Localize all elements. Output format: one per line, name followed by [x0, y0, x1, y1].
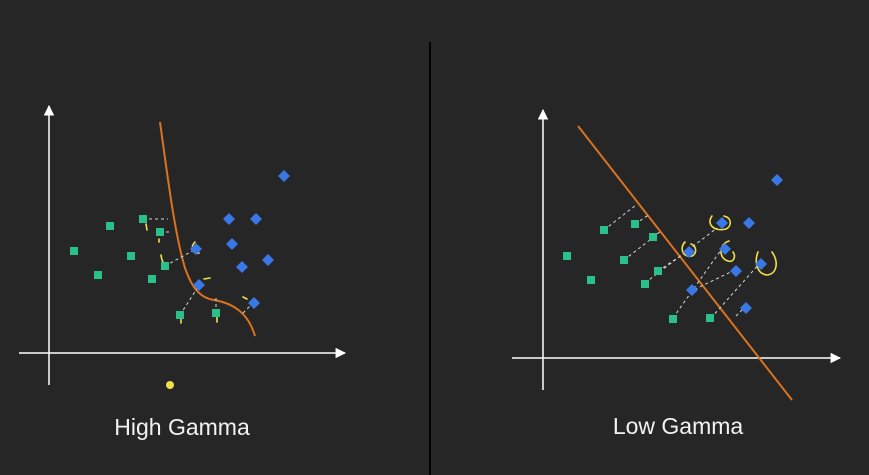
class-b-marker	[686, 284, 698, 296]
class-a-marker	[649, 233, 657, 241]
class-a-marker	[106, 222, 114, 230]
class-b-marker	[755, 258, 767, 270]
class-b-marker	[683, 246, 695, 258]
class-a-marker	[94, 271, 102, 279]
class-a-marker	[620, 256, 628, 264]
class-b-marker	[716, 217, 728, 229]
class-b-marker	[250, 213, 262, 225]
class-b-marker	[740, 302, 752, 314]
class-a-marker	[148, 275, 156, 283]
right-panel-caption: Low Gamma	[612, 413, 744, 439]
right-class-a-points	[563, 220, 714, 323]
class-b-marker	[262, 254, 274, 266]
class-a-marker	[156, 228, 164, 236]
class-b-marker	[248, 297, 260, 309]
yellow-highlight-dot	[166, 381, 174, 389]
right-panel	[512, 108, 842, 401]
right-class-b-points	[683, 174, 783, 314]
class-a-marker	[127, 252, 135, 260]
class-a-marker	[631, 220, 639, 228]
class-a-marker	[563, 252, 571, 260]
class-b-marker	[719, 243, 731, 255]
class-b-marker	[190, 243, 202, 255]
class-b-marker	[730, 265, 742, 277]
class-b-marker	[771, 174, 783, 186]
class-a-marker	[212, 309, 220, 317]
class-b-marker	[226, 238, 238, 250]
class-b-marker	[236, 261, 248, 273]
class-b-marker	[278, 170, 290, 182]
left-panel	[19, 104, 347, 389]
left-class-a-points	[70, 215, 220, 319]
left-curved-boundary	[159, 121, 256, 337]
class-a-marker	[654, 267, 662, 275]
class-a-marker	[587, 276, 595, 284]
class-b-marker	[743, 217, 755, 229]
class-a-marker	[669, 315, 677, 323]
class-a-marker	[641, 280, 649, 288]
class-a-marker	[70, 247, 78, 255]
class-a-marker	[706, 314, 714, 322]
class-a-marker	[600, 226, 608, 234]
class-a-marker	[161, 262, 169, 270]
class-b-marker	[223, 213, 235, 225]
right-straight-boundary	[577, 125, 793, 401]
class-a-marker	[139, 215, 147, 223]
class-b-marker	[193, 279, 205, 291]
left-panel-caption: High Gamma	[114, 414, 250, 440]
left-class-b-points	[190, 170, 290, 309]
class-a-marker	[176, 311, 184, 319]
